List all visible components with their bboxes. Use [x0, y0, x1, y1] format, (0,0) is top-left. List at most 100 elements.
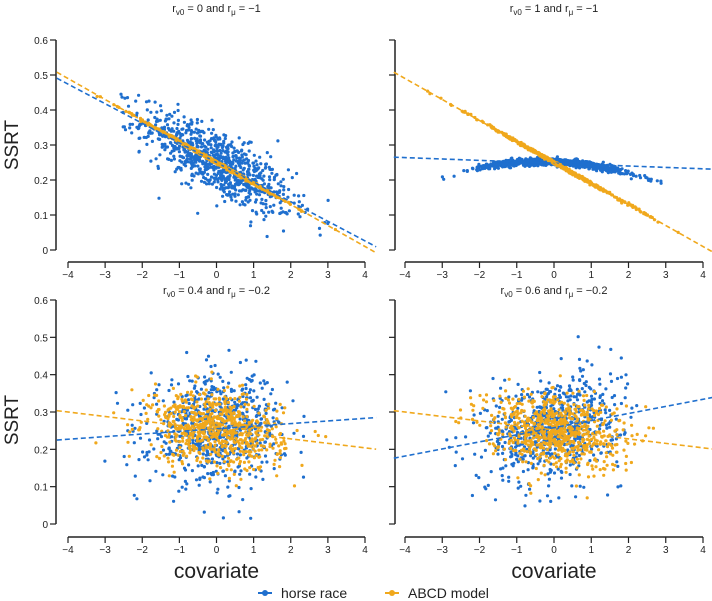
data-point: [483, 485, 487, 489]
data-point: [249, 140, 253, 144]
data-point: [115, 401, 120, 405]
data-point: [196, 164, 200, 168]
data-point: [234, 176, 238, 180]
x-tick-label: 0: [214, 270, 220, 281]
data-point: [295, 171, 299, 176]
data-point: [638, 176, 643, 180]
data-point: [196, 211, 200, 215]
data-point: [503, 440, 507, 445]
data-point: [178, 440, 182, 444]
data-point: [477, 162, 481, 166]
data-point: [244, 188, 248, 192]
data-point: [190, 469, 194, 473]
data-point: [218, 375, 222, 379]
data-point: [249, 220, 253, 224]
data-point: [222, 419, 226, 423]
data-point: [159, 435, 164, 439]
data-point: [187, 128, 191, 132]
data-point: [440, 175, 444, 179]
data-point: [237, 421, 242, 425]
data-point: [264, 408, 268, 412]
data-point: [254, 359, 258, 363]
data-point: [619, 401, 624, 406]
data-point: [500, 474, 504, 478]
data-point: [214, 408, 218, 413]
data-point: [177, 489, 181, 493]
panel-title: rv0 = 1 and rμ = −1: [510, 3, 599, 17]
data-point: [195, 117, 199, 122]
data-point: [262, 182, 266, 186]
data-point: [250, 378, 254, 383]
data-point: [197, 128, 201, 132]
data-point: [168, 112, 172, 116]
data-point: [219, 143, 223, 147]
data-point: [154, 469, 158, 473]
data-point: [194, 478, 199, 482]
data-point: [221, 469, 225, 473]
data-point: [262, 218, 266, 222]
title-part: r: [565, 3, 569, 15]
data-point: [193, 164, 197, 168]
data-point: [161, 448, 166, 452]
title-part: = 1 and: [522, 3, 565, 15]
data-point: [239, 402, 244, 406]
data-point: [236, 403, 240, 407]
data-point: [242, 141, 246, 145]
data-point: [141, 450, 145, 454]
data-point: [265, 234, 269, 239]
data-point: [238, 449, 242, 453]
data-point: [155, 110, 159, 114]
title-part: = 0.6 and: [513, 285, 565, 297]
data-point: [264, 165, 268, 169]
data-point: [146, 118, 150, 122]
data-point: [233, 423, 238, 427]
data-point: [477, 476, 481, 480]
data-point: [199, 387, 203, 391]
data-point: [199, 145, 204, 149]
data-point: [172, 419, 176, 423]
data-point: [189, 132, 193, 136]
data-point: [206, 439, 210, 443]
data-point: [241, 415, 245, 419]
y-tick-label: 0.5: [34, 333, 48, 344]
data-point: [285, 380, 289, 384]
data-point: [192, 415, 196, 419]
data-point: [224, 444, 228, 448]
data-point: [257, 166, 261, 170]
data-point: [209, 364, 213, 369]
data-point: [260, 460, 264, 464]
data-point: [454, 450, 458, 454]
data-point: [283, 406, 287, 410]
x-tick-label: −4: [399, 270, 411, 281]
data-point: [630, 171, 634, 175]
data-point: [649, 179, 653, 183]
data-point: [263, 454, 268, 458]
data-point: [216, 387, 220, 391]
data-point: [227, 418, 231, 422]
data-point: [273, 458, 277, 462]
data-point: [213, 363, 217, 368]
data-point: [185, 406, 189, 410]
data-point: [266, 419, 270, 424]
data-point: [499, 386, 503, 390]
data-point: [538, 405, 542, 409]
data-point: [209, 377, 213, 381]
data-point: [268, 205, 272, 209]
data-point: [164, 117, 168, 121]
data-point: [155, 455, 159, 459]
data-point: [159, 109, 163, 113]
data-point: [208, 477, 212, 481]
data-point: [131, 403, 135, 407]
data-point: [264, 214, 268, 218]
data-point: [523, 504, 527, 508]
data-point: [279, 442, 284, 446]
data-point: [219, 172, 223, 177]
data-point: [126, 104, 131, 108]
x-tick-label: −4: [62, 545, 74, 556]
data-point: [125, 463, 129, 467]
data-point: [521, 469, 526, 474]
data-point: [204, 459, 208, 463]
data-point: [252, 467, 256, 472]
data-point: [246, 403, 251, 407]
data-point: [247, 450, 251, 454]
